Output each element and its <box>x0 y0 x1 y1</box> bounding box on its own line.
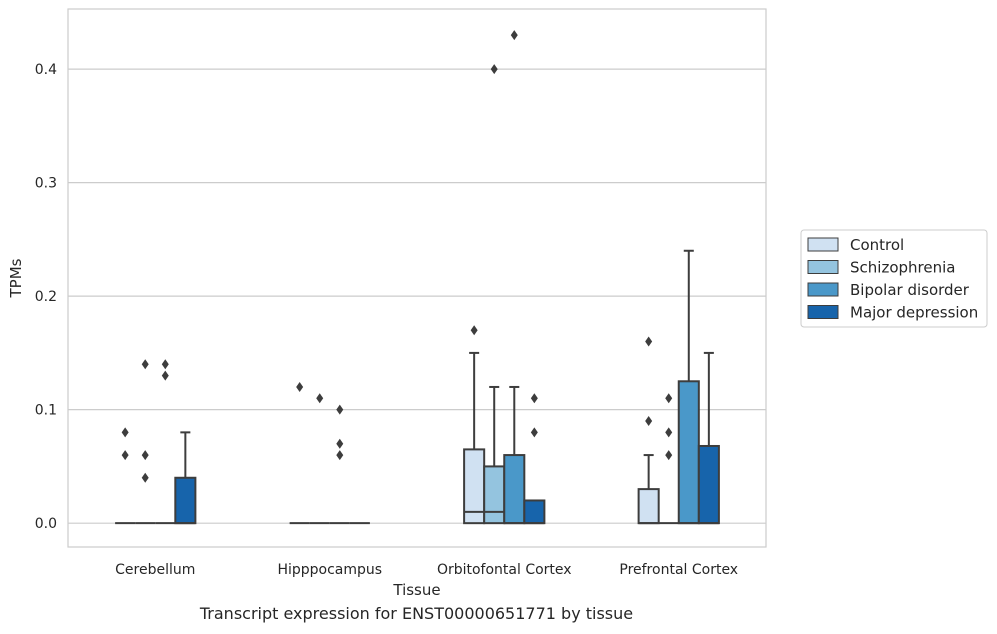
box-control <box>289 381 310 525</box>
box-major-depression <box>697 351 720 525</box>
box-body <box>503 454 526 525</box>
outlier-point <box>121 450 129 461</box>
box-schizophrenia <box>483 64 506 525</box>
figure-caption: Transcript expression for ENST0000065177… <box>199 604 634 623</box>
outlier-point <box>645 416 653 427</box>
outlier-point <box>141 359 149 370</box>
box-schizophrenia <box>135 359 156 525</box>
y-tick-label: 0.4 <box>35 62 57 78</box>
y-tick-label: 0.3 <box>35 176 57 192</box>
legend-label: Major depression <box>850 304 978 322</box>
outlier-point <box>665 450 673 461</box>
outlier-point <box>141 450 149 461</box>
outlier-point <box>665 393 673 404</box>
outlier-point <box>510 30 518 41</box>
outlier-point <box>530 393 538 404</box>
x-axis-label: Tissue <box>392 581 440 599</box>
outlier-point <box>141 472 149 483</box>
box-control <box>637 336 660 525</box>
outlier-point <box>161 370 169 381</box>
box-body <box>174 476 197 525</box>
legend-swatch <box>807 260 839 274</box>
box-bipolar-disorder <box>329 404 350 525</box>
x-tick-labels: Cerebellum Hipppocampus Orbitofontal Corte… <box>115 562 738 578</box>
x-tick-label: Orbitofontal Cortex <box>437 562 572 578</box>
legend-swatch <box>807 237 839 252</box>
y-axis-label: TPMs <box>7 258 25 298</box>
legend-swatch <box>807 282 839 297</box>
outlier-point <box>665 427 673 438</box>
y-tick-label: 0.1 <box>35 403 57 419</box>
y-tick-label: 0.2 <box>35 289 57 305</box>
legend-label: Schizophrenia <box>850 259 955 277</box>
outlier-point <box>161 359 169 370</box>
box-groups <box>115 30 720 525</box>
box-major-depression <box>174 431 197 525</box>
box-major-depression <box>523 393 546 525</box>
box-bipolar-disorder <box>503 30 526 525</box>
x-tick-label: Prefrontal Cortex <box>619 562 738 578</box>
plot-area <box>68 9 766 547</box>
box-bipolar-disorder <box>677 249 700 525</box>
outlier-point <box>336 450 344 461</box>
legend-label: Control <box>850 236 904 254</box>
outlier-point <box>645 336 653 347</box>
outlier-point <box>296 381 304 392</box>
y-tick-label: 0.0 <box>35 516 57 532</box>
outlier-point <box>470 325 478 336</box>
box-control <box>115 427 136 525</box>
box-schizophrenia <box>309 393 330 525</box>
x-tick-label: Cerebellum <box>115 562 195 578</box>
legend-frame <box>800 229 988 328</box>
plot-frame <box>67 8 767 548</box>
outlier-point <box>316 393 324 404</box>
outlier-point <box>490 64 498 75</box>
outlier-point <box>121 427 129 438</box>
legend: Control Schizophrenia Bipolar disorder Majo… <box>800 229 988 328</box>
x-tick-label: Hipppocampus <box>277 562 382 578</box>
box-body <box>697 444 720 525</box>
box-schizophrenia <box>658 393 679 525</box>
outlier-point <box>530 427 538 438</box>
outlier-point <box>336 404 344 415</box>
box-body <box>523 499 546 525</box>
outlier-point <box>336 438 344 449</box>
box-body <box>483 465 506 525</box>
legend-label: Bipolar disorder <box>850 281 970 299</box>
legend-swatch <box>807 305 839 319</box>
box-bipolar-disorder <box>155 359 176 525</box>
y-tick-labels: 0.0 0.1 0.2 0.3 0.4 <box>35 62 57 532</box>
box-body <box>677 380 700 525</box>
box-body <box>637 488 660 525</box>
